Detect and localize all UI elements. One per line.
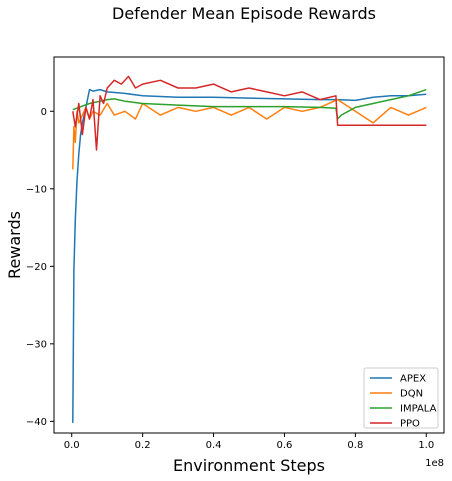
- ticks-layer: 0.0 0.2 0.4 0.6 0.8 1.0 −40 −30 −20 −10 0: [26, 107, 434, 451]
- x-axis-label: Environment Steps: [173, 456, 325, 475]
- series-line-dqn: [72, 98, 427, 170]
- x-tick-label: 0.8: [347, 440, 363, 451]
- plot-frame: [53, 56, 445, 434]
- legend-frame: [363, 367, 439, 429]
- legend-label-dqn: DQN: [400, 389, 423, 400]
- x-tick-label: 0.4: [206, 440, 222, 451]
- y-tick-label: −20: [26, 262, 47, 273]
- x-tick-label: 0.0: [64, 440, 80, 451]
- series-line-apex: [72, 88, 427, 423]
- y-axis-label: Rewards: [5, 211, 24, 279]
- y-tick-label: 0: [41, 107, 47, 118]
- y-tick-label: −30: [26, 339, 47, 350]
- series-line-ppo: [72, 75, 427, 151]
- x-tick-label: 0.6: [277, 440, 293, 451]
- legend: APEX DQN IMPALA PPO: [363, 367, 439, 430]
- x-tick-label: 0.2: [135, 440, 151, 451]
- legend-label-ppo: PPO: [400, 419, 420, 430]
- series-layer: [72, 75, 427, 423]
- y-tick-label: −40: [26, 417, 47, 428]
- x-tick-label: 1.0: [418, 440, 434, 451]
- chart-title: Defender Mean Episode Rewards: [112, 4, 376, 23]
- legend-label-apex: APEX: [400, 374, 426, 385]
- x-axis-offset-label: 1e8: [425, 458, 444, 469]
- legend-label-impala: IMPALA: [400, 404, 437, 415]
- y-tick-label: −10: [26, 184, 47, 195]
